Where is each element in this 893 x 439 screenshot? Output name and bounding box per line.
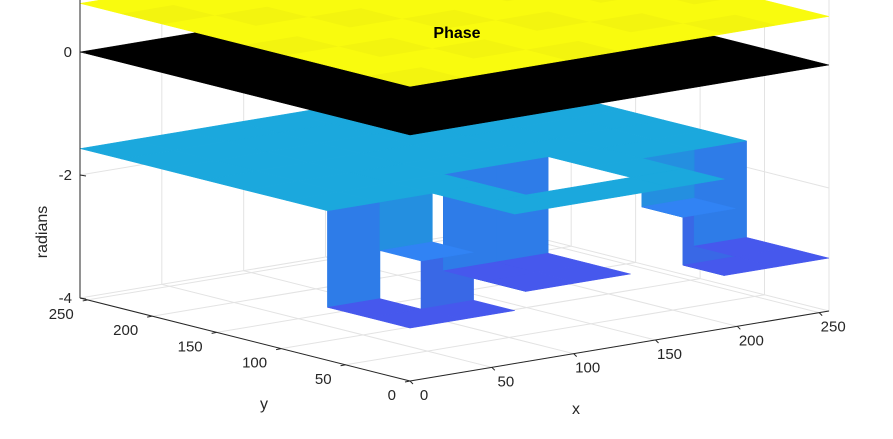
surface-wall [693, 140, 747, 247]
y-tick-label: 50 [315, 371, 332, 388]
y-tick-label: 250 [49, 306, 74, 323]
upper-plane-cell [589, 13, 683, 33]
z-tick-mark [79, 51, 87, 54]
z-tick-label: -2 [59, 167, 72, 184]
x-tick-label: 250 [821, 319, 846, 336]
z-axis-label: radians [34, 206, 51, 258]
z-tick-mark [79, 297, 87, 300]
y-tick-mark [82, 299, 88, 302]
x-axis-label: x [572, 401, 580, 418]
upper-plane-cell [502, 0, 515, 2]
z-tick-label: -4 [59, 290, 72, 307]
x-tick-label: 150 [657, 346, 682, 363]
x-tick-label: 200 [739, 332, 764, 349]
x-axis-line [409, 310, 830, 382]
upper-plane-cell [368, 67, 463, 87]
surface-cell [694, 237, 788, 257]
upper-plane-cell [432, 39, 526, 59]
x-tick-mark [655, 339, 659, 344]
chart-title: Phase [433, 25, 480, 42]
y-tick-label: 0 [388, 387, 396, 404]
upper-plane-cell [402, 9, 496, 29]
y-tick-mark [404, 380, 411, 383]
y-axis-label: y [260, 396, 268, 413]
upper-plane-cell [495, 11, 590, 31]
y-tick-mark [275, 348, 282, 351]
y-tick-label: 150 [178, 338, 203, 355]
surface-cell [327, 298, 422, 318]
upper-plane-cell [214, 6, 309, 26]
upper-plane-cell [245, 36, 339, 56]
z-tick-label: 0 [64, 44, 72, 61]
y-tick-label: 200 [113, 322, 138, 339]
x-tick-mark [818, 312, 823, 316]
upper-plane-cell [589, 0, 618, 3]
upper-plane-cell [525, 41, 620, 61]
surface-cell [379, 241, 474, 262]
x-tick-mark [491, 366, 496, 371]
surface-cell [641, 197, 736, 218]
x-tick-label: 100 [575, 360, 600, 377]
phase-surface [79, 0, 830, 329]
upper-plane-cell [338, 37, 433, 57]
y-tick-mark [211, 331, 217, 334]
upper-plane-cell [676, 0, 721, 5]
y-axis-line [79, 297, 411, 382]
y-tick-mark [147, 315, 153, 318]
surface-cell [79, 139, 174, 160]
axis-lines [79, 0, 830, 382]
surface-cell [443, 261, 538, 282]
surface-wall [327, 201, 381, 308]
surface-wall [379, 193, 433, 251]
x-tick-label: 50 [497, 373, 514, 390]
upper-plane-cell [683, 14, 777, 34]
x-tick-mark [736, 325, 741, 330]
y-tick-mark [340, 364, 346, 367]
x-tick-label: 0 [420, 387, 428, 404]
x-tick-mark [409, 380, 414, 385]
x-tick-mark [573, 353, 578, 358]
upper-plane-cell [121, 5, 215, 25]
upper-plane-cell [308, 8, 403, 28]
z-tick-mark [79, 174, 87, 177]
y-tick-label: 100 [242, 355, 267, 372]
